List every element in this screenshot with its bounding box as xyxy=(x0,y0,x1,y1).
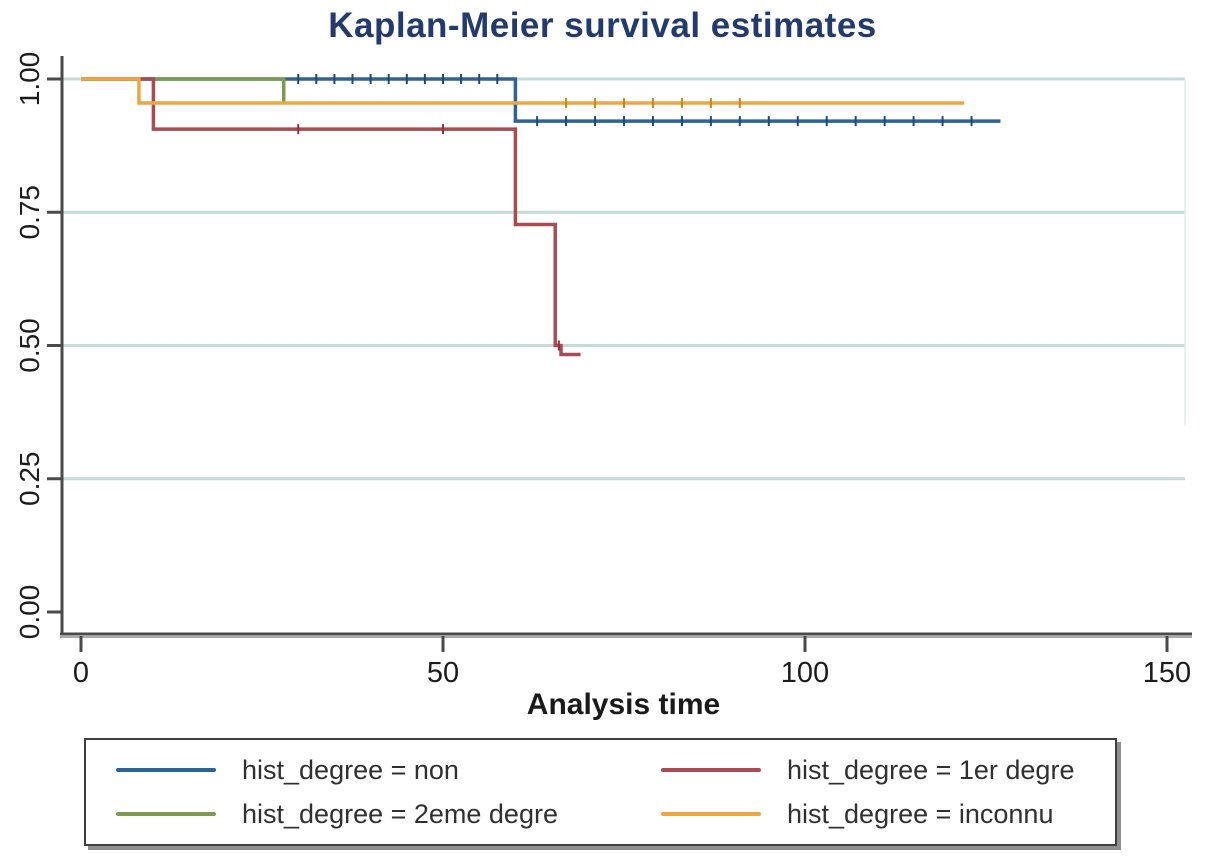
chart-title: Kaplan-Meier survival estimates xyxy=(328,6,877,45)
survival-curve-1er-degre xyxy=(81,77,581,357)
x-tick-label: 0 xyxy=(73,657,89,689)
x-tick-label: 150 xyxy=(1143,657,1191,689)
legend: hist_degree = non hist_degree = 1er degr… xyxy=(84,738,1117,846)
survival-curve-2eme-degre xyxy=(81,77,286,103)
legend-label-non: hist_degree = non xyxy=(242,754,459,785)
km-chart-svg: 0.00 0.25 0.50 0.75 1.00 0 50 100 150 xyxy=(14,52,1192,689)
legend-label-2eme-degre: hist_degree = 2eme degre xyxy=(242,798,558,829)
y-tick-label: 0.00 xyxy=(14,585,45,640)
legend-swatch-2eme-degre xyxy=(116,812,216,816)
legend-item-1er-degre: hist_degree = 1er degre xyxy=(661,755,1107,786)
y-tick-label: 1.00 xyxy=(14,52,45,107)
legend-swatch-1er-degre xyxy=(661,768,761,772)
legend-item-2eme-degre: hist_degree = 2eme degre xyxy=(116,799,661,830)
y-tick-label: 0.75 xyxy=(14,185,45,240)
legend-swatch-non xyxy=(116,768,216,772)
legend-label-1er-degre: hist_degree = 1er degre xyxy=(787,754,1075,785)
y-tick-label: 0.50 xyxy=(14,318,45,373)
survival-curve-inconnu xyxy=(81,77,965,105)
x-tick-label: 100 xyxy=(781,657,829,689)
legend-swatch-inconnu xyxy=(661,812,761,816)
legend-item-inconnu: hist_degree = inconnu xyxy=(661,799,1107,830)
x-tick-label: 50 xyxy=(427,657,459,689)
survival-curve-non xyxy=(81,77,1001,123)
legend-item-non: hist_degree = non xyxy=(116,755,661,786)
y-tick-label: 0.25 xyxy=(14,452,45,507)
x-axis-title: Analysis time xyxy=(526,688,721,721)
legend-label-inconnu: hist_degree = inconnu xyxy=(787,798,1054,829)
